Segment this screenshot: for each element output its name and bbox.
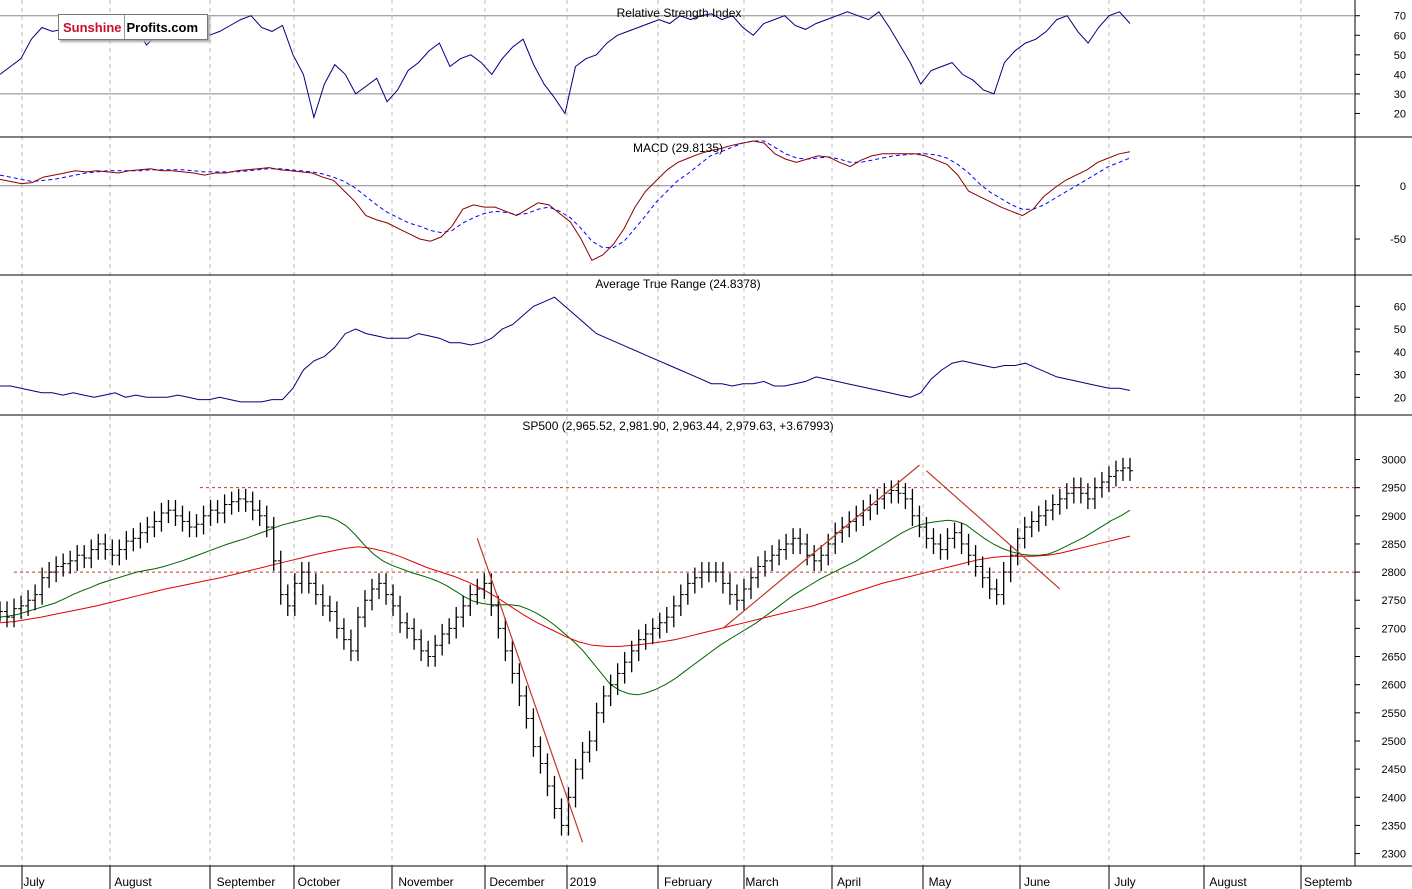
month-label: March	[745, 875, 778, 889]
rsi-tick-label: 40	[1394, 69, 1406, 81]
price-tick-label: 2650	[1382, 652, 1406, 664]
month-label: December	[489, 875, 544, 889]
month-label: October	[298, 875, 341, 889]
month-label: July	[1114, 875, 1135, 889]
month-label: September	[217, 875, 276, 889]
rsi-tick-label: 30	[1394, 89, 1406, 101]
month-label: November	[398, 875, 453, 889]
ma-long-line	[0, 535, 1131, 647]
price-tick-label: 2700	[1382, 623, 1406, 635]
trendline-may-decline	[926, 470, 1061, 590]
month-label: August	[114, 875, 152, 889]
macd-tick-label: 0	[1400, 181, 1406, 193]
sp500-title: SP500 (2,965.52, 2,981.90, 2,963.44, 2,9…	[522, 419, 833, 433]
panel-borders	[0, 0, 1412, 867]
price-tick-label: 2850	[1382, 539, 1406, 551]
series-layer	[0, 11, 1355, 843]
rsi-tick-label: 50	[1394, 50, 1406, 62]
price-tick-label: 2800	[1382, 567, 1406, 579]
logo-part1: Sunshine	[63, 19, 122, 35]
month-label: June	[1024, 875, 1050, 889]
rsi-tick-label: 70	[1394, 11, 1406, 23]
price-tick-label: 2750	[1382, 595, 1406, 607]
atr-line	[0, 296, 1131, 403]
price-tick-label: 2350	[1382, 820, 1406, 832]
price-tick-label: 2500	[1382, 736, 1406, 748]
macd-tick-label: -50	[1390, 234, 1406, 246]
price-tick-label: 2300	[1382, 849, 1406, 861]
atr-tick-label: 40	[1394, 347, 1406, 359]
logo-part2: Profits.com	[123, 15, 203, 39]
ma-short-line	[0, 509, 1131, 696]
month-label: April	[837, 875, 861, 889]
price-tick-label: 3000	[1382, 455, 1406, 467]
price-tick-label: 2950	[1382, 483, 1406, 495]
sunshine-profits-logo[interactable]: Sunshine Profits.com	[58, 14, 208, 40]
price-tick-label: 2400	[1382, 792, 1406, 804]
axis-layer: 20 30 40 50 60 70 -50 0 20 30 40 50 60 2300 2350 2400 24…	[0, 11, 1406, 889]
atr-tick-label: 30	[1394, 370, 1406, 382]
rsi-title: Relative Strength Index	[617, 6, 742, 20]
month-label: July	[23, 875, 44, 889]
trendline-december-decline	[476, 538, 584, 843]
month-label: May	[929, 875, 952, 889]
price-tick-label: 2600	[1382, 680, 1406, 692]
month-label: Septemb	[1304, 875, 1352, 889]
month-label: August	[1209, 875, 1247, 889]
atr-title: Average True Range (24.8378)	[595, 277, 760, 291]
grid-layer	[21, 0, 1302, 866]
month-label: February	[664, 875, 712, 889]
atr-tick-label: 20	[1394, 392, 1406, 404]
macd-signal-line	[0, 140, 1131, 249]
macd-line	[0, 140, 1131, 261]
price-tick-label: 2450	[1382, 764, 1406, 776]
atr-tick-label: 50	[1394, 324, 1406, 336]
trendline-spring-rise	[722, 464, 920, 629]
price-tick-label: 2900	[1382, 511, 1406, 523]
macd-title: MACD (29.8135)	[633, 141, 723, 155]
rsi-tick-label: 20	[1394, 108, 1406, 120]
month-label: 2019	[570, 875, 597, 889]
rsi-tick-label: 60	[1394, 30, 1406, 42]
price-tick-label: 2550	[1382, 708, 1406, 720]
atr-tick-label: 60	[1394, 301, 1406, 313]
